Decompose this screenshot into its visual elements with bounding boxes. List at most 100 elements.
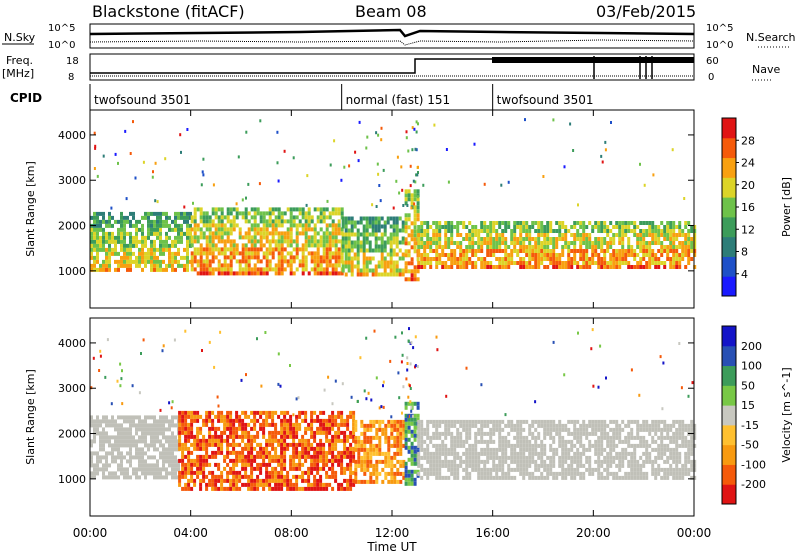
scatter-cell: [132, 419, 135, 424]
scatter-cell: [423, 265, 427, 269]
scatter-cell: [211, 470, 215, 475]
scatter-cell: [642, 459, 646, 464]
scatter-cell: [636, 467, 640, 472]
scatter-cell: [217, 223, 221, 228]
scatter-cell: [289, 414, 293, 419]
scatter-cell: [525, 261, 529, 265]
scatter-cell: [271, 422, 275, 427]
scatter-cell: [250, 450, 254, 455]
scatter-cell: [669, 229, 673, 233]
scatter-cell: [410, 277, 414, 282]
scatter-cell: [654, 253, 658, 257]
scatter-cell: [693, 249, 697, 253]
scatter-cell: [519, 225, 523, 229]
scatter-cell: [444, 451, 448, 456]
scatter-cell: [129, 223, 132, 228]
scatter-cell: [353, 264, 357, 269]
scatter-cell: [171, 219, 174, 224]
scatter-cell: [343, 454, 347, 459]
scatter-cell: [380, 256, 384, 261]
scatter-cell: [404, 193, 408, 198]
scatter-cell: [202, 478, 206, 483]
scatter-cell: [319, 219, 323, 224]
scatter-cell: [432, 221, 436, 225]
scatter-cell: [384, 423, 388, 428]
scatter-cell: [621, 225, 625, 229]
scatter-cell: [259, 426, 263, 431]
scatter-cell: [603, 237, 607, 241]
scatter-cell: [277, 352, 280, 356]
scatter-cell: [171, 455, 174, 460]
scatter-cell: [102, 267, 105, 272]
scatter-cell: [232, 422, 236, 427]
scatter-cell: [235, 215, 239, 220]
scatter-cell: [241, 422, 245, 427]
scatter-cell: [504, 423, 508, 428]
scatter-cell: [253, 426, 257, 431]
scatter-cell: [657, 451, 661, 456]
scatter-cell: [199, 251, 203, 256]
scatter-cell: [238, 211, 242, 216]
scatter-cell: [413, 189, 417, 194]
scatter-cell: [660, 229, 664, 233]
scatter-cell: [549, 455, 553, 460]
colorbar-tick-label: 20: [741, 179, 755, 192]
scatter-cell: [289, 255, 293, 260]
scatter-cell: [186, 235, 189, 240]
scatter-cell: [262, 422, 266, 427]
scatter-cell: [354, 423, 358, 428]
scatter-cell: [162, 447, 165, 452]
scatter-cell: [265, 219, 269, 224]
scatter-cell: [328, 442, 332, 447]
scatter-cell: [410, 421, 414, 426]
scatter-cell: [298, 438, 302, 443]
scatter-cell: [375, 376, 378, 380]
scatter-cell: [447, 257, 451, 261]
scatter-cell: [253, 271, 257, 276]
scatter-cell: [193, 219, 197, 224]
scatter-cell: [543, 467, 547, 472]
scatter-cell: [250, 223, 254, 228]
scatter-cell: [456, 463, 460, 468]
scatter-cell: [672, 257, 676, 261]
scatter-cell: [220, 478, 224, 483]
scatter-cell: [651, 463, 655, 468]
scatter-cell: [543, 459, 547, 464]
scatter-cell: [316, 247, 320, 252]
scatter-cell: [283, 454, 287, 459]
scatter-cell: [102, 467, 105, 472]
scatter-cell: [513, 423, 517, 428]
scatter-cell: [441, 261, 445, 265]
scatter-cell: [298, 259, 302, 264]
scatter-cell: [387, 419, 391, 424]
scatter-cell: [537, 431, 541, 436]
scatter-cell: [111, 447, 114, 452]
scatter-cell: [132, 435, 135, 440]
scatter-cell: [126, 431, 129, 436]
scatter-cell: [516, 427, 520, 432]
scatter-cell: [265, 267, 269, 272]
scatter-cell: [465, 253, 469, 257]
scatter-cell: [241, 198, 244, 202]
scatter-cell: [360, 423, 364, 428]
scatter-cell: [444, 423, 448, 428]
scatter-cell: [93, 131, 96, 135]
scatter-cell: [420, 443, 424, 448]
scatter-cell: [618, 455, 622, 460]
scatter-cell: [262, 426, 266, 431]
scatter-cell: [105, 431, 108, 436]
scatter-cell: [648, 229, 652, 233]
scatter-cell: [474, 253, 478, 257]
scatter-cell: [352, 430, 356, 435]
noise-panel: N.Sky 10^5 10^0 N.Search 10^5 10^0: [2, 23, 796, 51]
scatter-cell: [465, 475, 469, 480]
scatter-cell: [660, 427, 664, 432]
scatter-cell: [477, 419, 481, 424]
scatter-cell: [244, 462, 248, 467]
scatter-cell: [384, 455, 388, 460]
scatter-cell: [468, 435, 472, 440]
scatter-cell: [96, 251, 99, 256]
scatter-cell: [438, 225, 442, 229]
scatter-cell: [600, 459, 604, 464]
scatter-cell: [392, 228, 396, 233]
